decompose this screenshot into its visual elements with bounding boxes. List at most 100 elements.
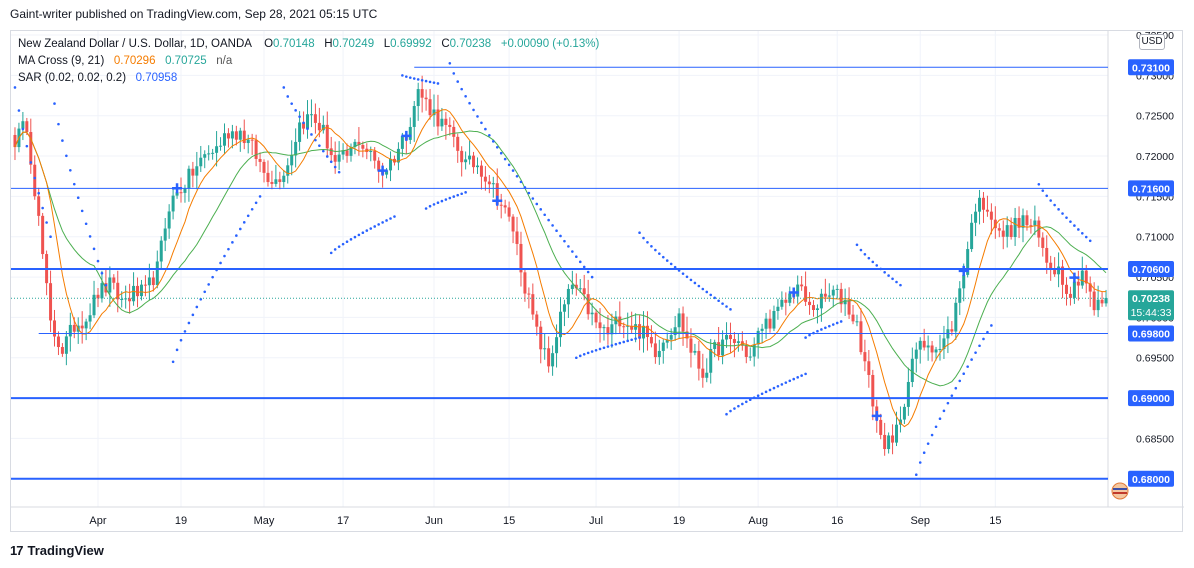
sar-dot [448, 196, 452, 200]
candle-body [468, 155, 472, 160]
candle-body [250, 139, 254, 141]
candle [602, 324, 606, 341]
candle [689, 328, 693, 368]
currency-button[interactable]: USD [1139, 34, 1165, 50]
candle-body [582, 288, 586, 295]
candle-body [926, 345, 930, 348]
candle-body [278, 179, 282, 183]
candle [13, 127, 17, 161]
candle-body [717, 342, 721, 356]
candle-body [373, 150, 377, 161]
candle-body [638, 324, 642, 339]
candle-body [171, 195, 175, 212]
sar-dot [1077, 228, 1080, 231]
candle [661, 339, 665, 364]
candle-body [41, 215, 45, 255]
sar-dot [432, 203, 436, 206]
sar-dot [594, 348, 598, 352]
sar-dot [432, 81, 436, 84]
legend-ma-label: MA Cross (9, 21) [18, 55, 105, 67]
candle-body [1096, 299, 1100, 311]
candle [985, 195, 989, 217]
x-tick-label: 19 [673, 515, 685, 527]
candle [329, 136, 333, 163]
candle [1068, 286, 1072, 306]
candle [717, 327, 721, 361]
sar-dot [460, 192, 463, 196]
sar-dot [661, 255, 665, 259]
candle-body [1053, 268, 1057, 275]
candle-body [535, 314, 539, 327]
candle [1017, 206, 1021, 239]
countdown-label: 15:44:33 [1131, 307, 1172, 319]
sar-dot [41, 206, 44, 210]
y-axis-ticks: 0.735000.730000.725000.720000.715000.710… [1136, 31, 1174, 486]
legend-o-label: O [264, 38, 274, 50]
candle-body [934, 349, 938, 353]
candle-body [313, 114, 317, 123]
sar-dot [887, 274, 890, 277]
candle [424, 89, 428, 111]
candle [898, 406, 902, 433]
candle-body [618, 316, 622, 327]
candle [768, 309, 772, 333]
candle [396, 142, 400, 171]
candle-body [298, 122, 302, 142]
sar-dot [685, 275, 689, 279]
candle [1088, 276, 1092, 307]
price-level-tag: 0.73100 [1128, 59, 1174, 76]
sar-dot [96, 259, 100, 263]
sar-dot [942, 409, 946, 413]
candle-body [883, 434, 887, 450]
x-tick-label: 15 [989, 515, 1001, 527]
candle [930, 340, 934, 362]
sar-dot [254, 201, 258, 205]
candle-body [444, 118, 448, 125]
sar-dot [25, 144, 29, 148]
sar-dot [780, 383, 784, 386]
sar-dot [84, 222, 88, 226]
candle-body [760, 328, 764, 331]
candle [811, 300, 815, 317]
legend-l-value: 0.69992 [390, 38, 432, 50]
candle-body [1068, 293, 1072, 298]
sar-dot [733, 407, 736, 410]
candle-body [345, 150, 349, 156]
sar-dot [472, 108, 475, 112]
candle-body [1025, 215, 1029, 226]
chart-frame[interactable]: 0.735000.730000.725000.720000.715000.710… [10, 30, 1184, 533]
candle-body [634, 324, 638, 330]
candle-body [661, 342, 665, 351]
sar-dot [76, 196, 80, 199]
sar-dot [737, 404, 740, 408]
last-price-tag: 0.70238 15:44:33 [1128, 290, 1174, 321]
candle-body [823, 293, 827, 297]
legend-c-label: C [441, 38, 450, 50]
sar-dot [488, 133, 491, 137]
candle [519, 231, 523, 287]
candle [772, 305, 776, 332]
candle-body [974, 211, 978, 223]
sar-dot [622, 340, 626, 344]
candle-body [222, 133, 226, 146]
price-chart[interactable]: 0.735000.730000.725000.720000.715000.710… [11, 31, 1184, 533]
candle-body [317, 122, 321, 131]
footer-brand[interactable]: 17 TradingView [10, 543, 104, 558]
sar-dot [816, 329, 819, 333]
candle-body [333, 155, 337, 162]
candle-body [808, 301, 812, 306]
sar-dot [938, 417, 942, 420]
price-level-label: 0.69000 [1132, 393, 1170, 405]
sar-dot [717, 299, 720, 303]
currency-flag-icon [1111, 482, 1129, 500]
sar-dot [290, 102, 293, 105]
candle-body [88, 315, 92, 322]
sar-dot [547, 218, 550, 222]
sar-dot [1041, 189, 1045, 192]
candle [1064, 277, 1068, 306]
legend-h-label: H [324, 38, 333, 50]
candle [681, 306, 685, 346]
candle-body [1041, 237, 1045, 248]
candle-body [602, 327, 606, 329]
candle-body [906, 381, 910, 407]
